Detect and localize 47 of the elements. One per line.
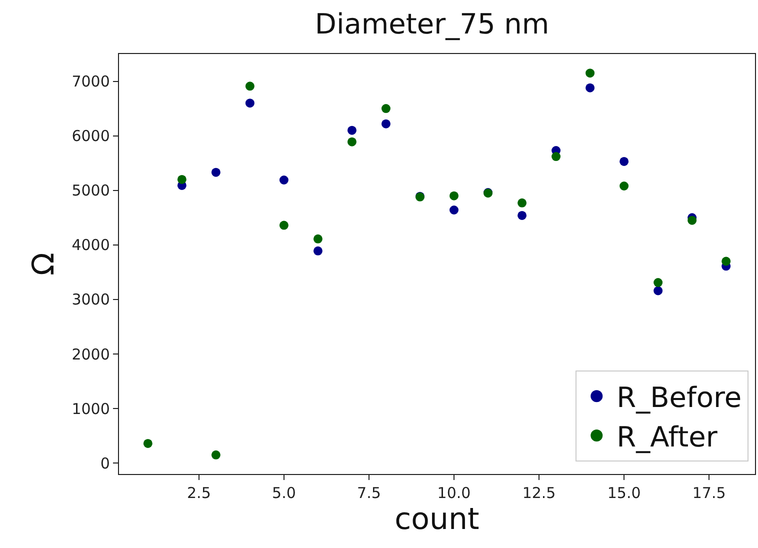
point	[347, 126, 356, 135]
point	[518, 210, 527, 220]
point	[211, 450, 220, 460]
point	[654, 286, 663, 296]
point	[586, 68, 595, 78]
point	[177, 174, 186, 184]
point	[347, 137, 356, 146]
x-axis-title: count	[394, 502, 480, 538]
y-axis-title: Ω	[26, 252, 62, 276]
y-tick-label: 3000	[72, 290, 110, 309]
point	[722, 256, 731, 266]
x-tick-label: 17.5	[692, 484, 726, 502]
point	[688, 216, 697, 225]
x-tick-label: 10.0	[437, 484, 471, 502]
point	[654, 278, 663, 288]
point	[381, 104, 390, 114]
y-tick-label: 6000	[72, 127, 110, 146]
point	[620, 182, 629, 190]
point	[620, 156, 629, 166]
y-tick-label: 7000	[72, 72, 110, 91]
chart-title: Diameter_75 nm	[314, 7, 550, 40]
point	[279, 176, 288, 184]
y-tick-label: 2000	[72, 345, 110, 364]
point	[586, 83, 595, 92]
point	[313, 246, 322, 256]
point	[245, 98, 254, 108]
point	[450, 191, 459, 200]
x-tick-label: 2.5	[187, 484, 211, 502]
legend-label: R_After	[616, 420, 718, 454]
y-tick-label: 0	[100, 454, 110, 472]
point	[518, 198, 527, 208]
y-tick-label: 5000	[72, 182, 110, 200]
x-tick-label: 12.5	[522, 484, 556, 502]
y-tick-label: 4000	[72, 236, 110, 254]
point	[245, 82, 254, 91]
x-tick-label: 5.0	[272, 484, 296, 502]
point	[450, 206, 459, 214]
x-tick-label: 15.0	[607, 484, 641, 502]
legend-label: R_Before	[616, 381, 742, 414]
point	[552, 152, 561, 162]
y-tick-label: 1000	[72, 400, 110, 418]
point	[211, 168, 220, 177]
x-tick-label: 7.5	[357, 484, 381, 502]
point	[313, 234, 322, 244]
point	[143, 438, 152, 448]
point	[279, 220, 288, 230]
point	[381, 119, 390, 128]
